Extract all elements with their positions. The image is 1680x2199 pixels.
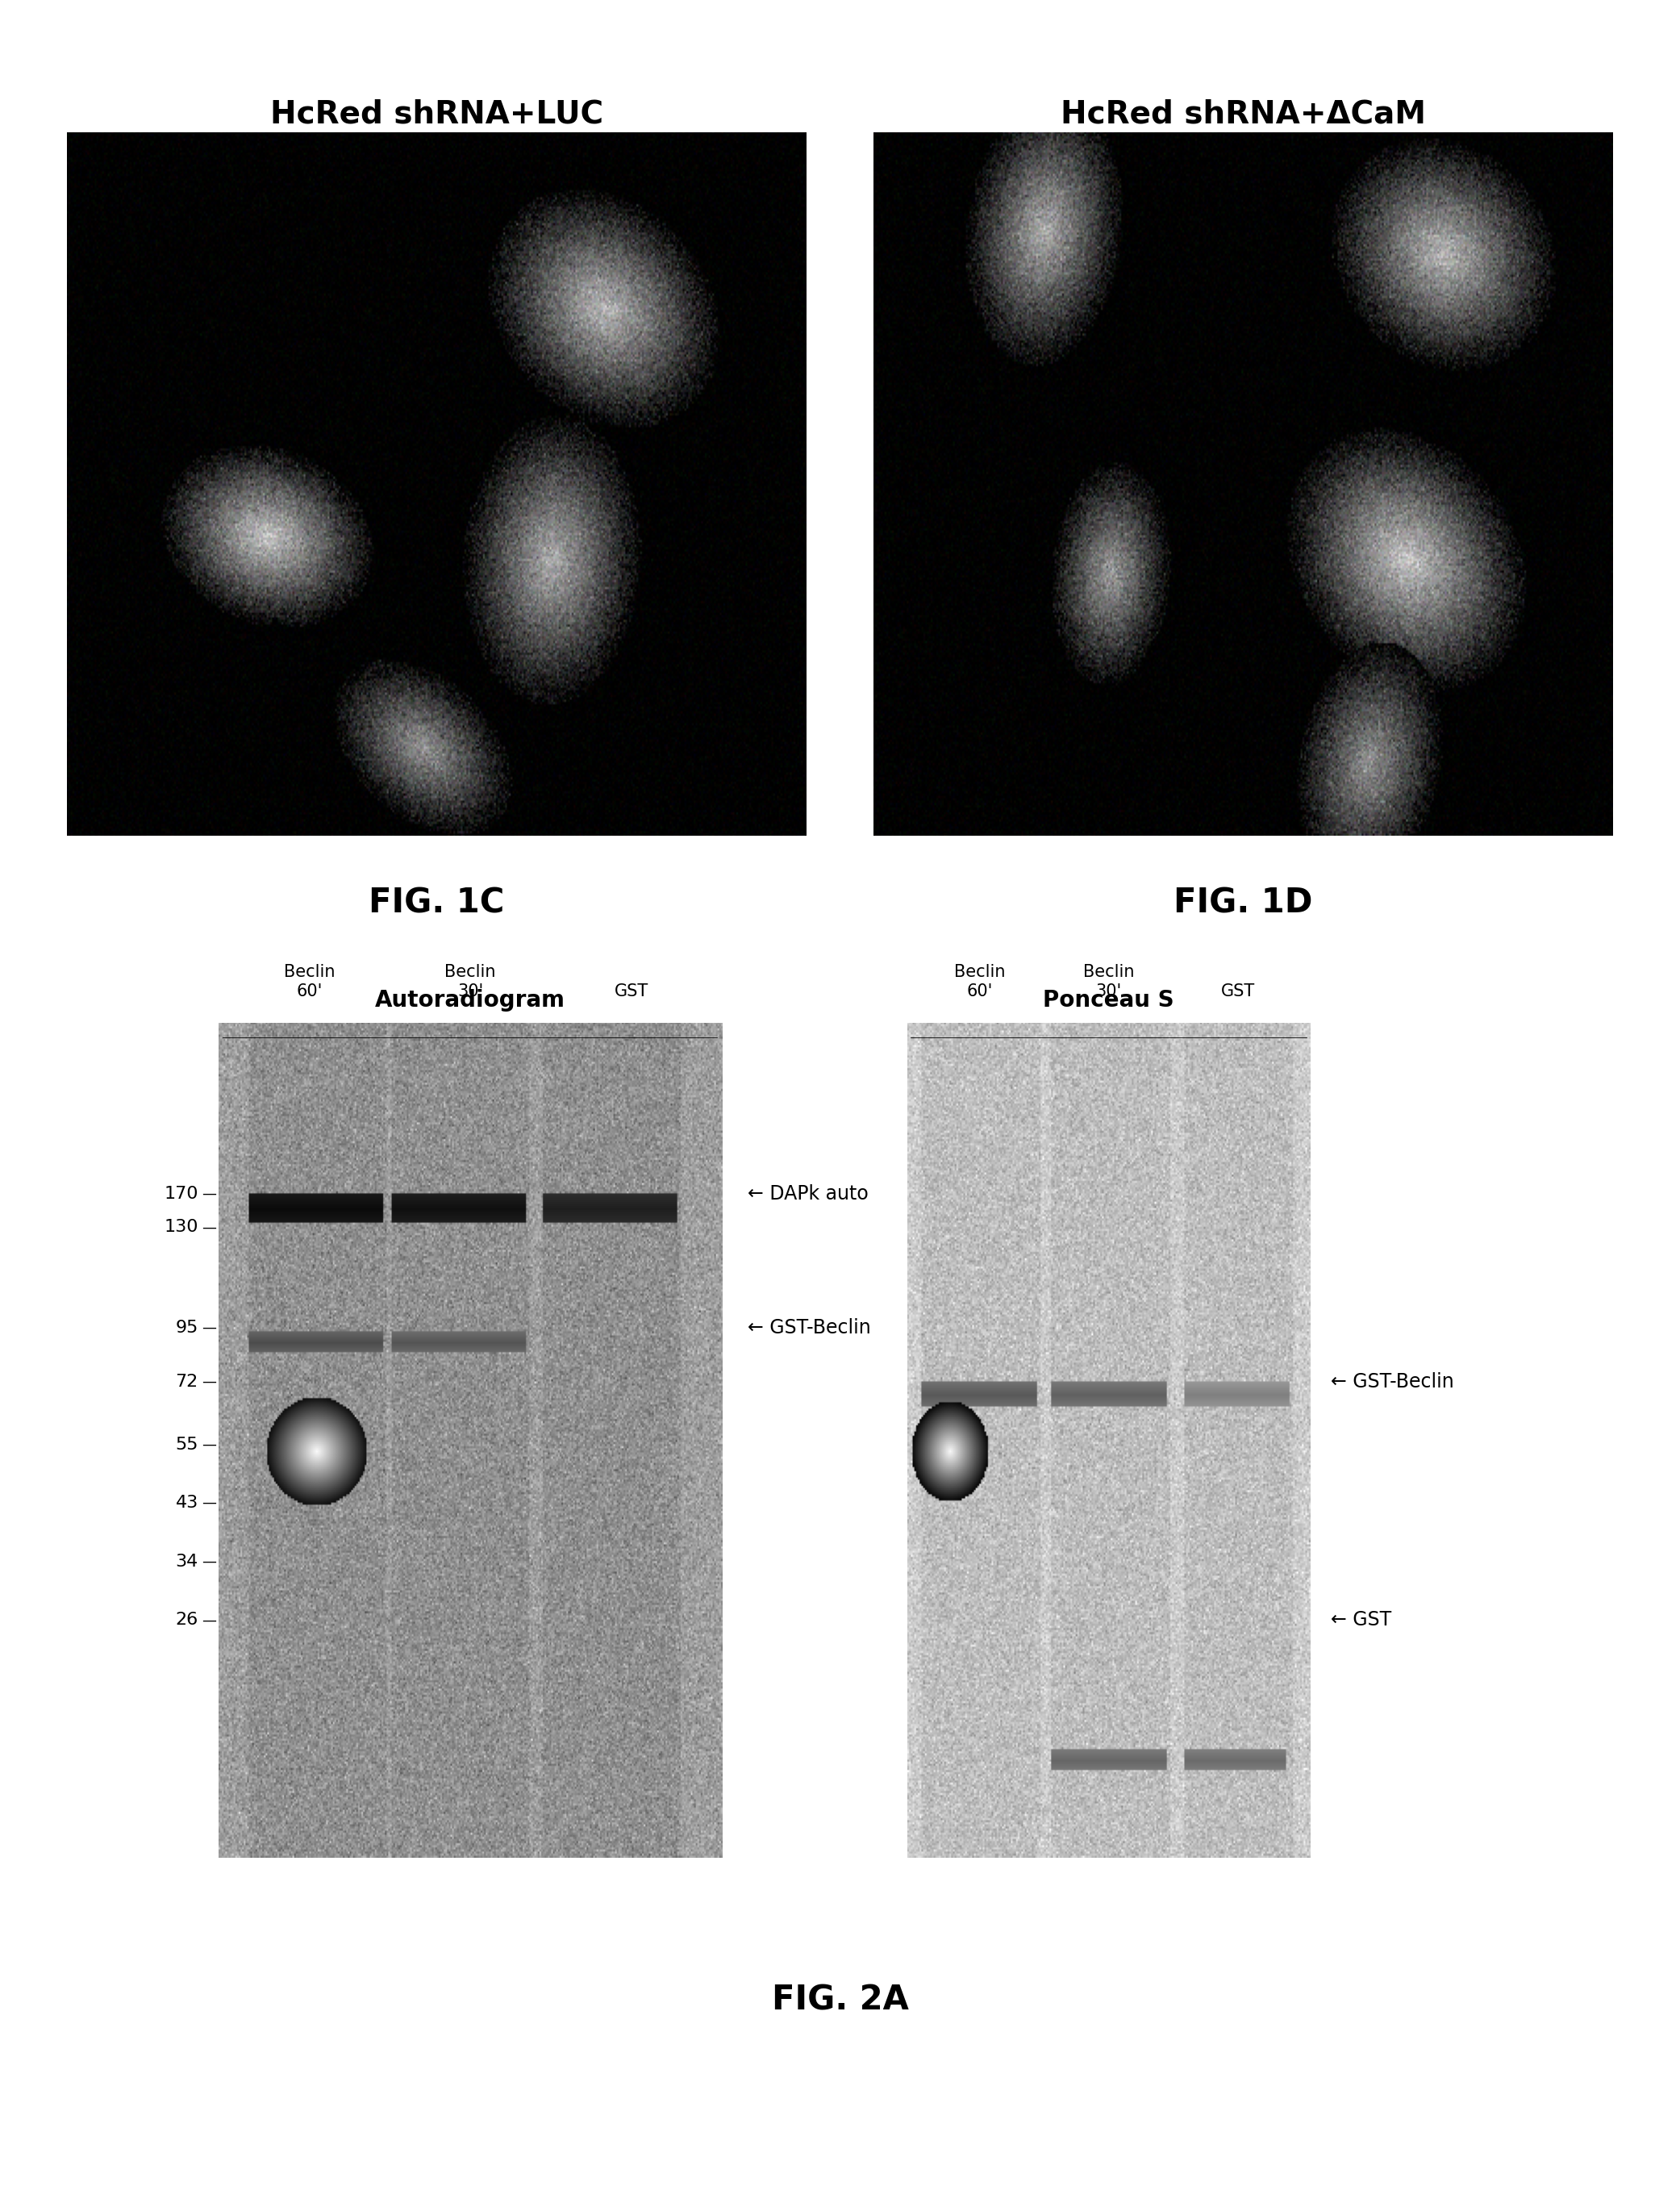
Text: 34: 34 (175, 1552, 198, 1570)
Text: 130: 130 (165, 1218, 198, 1236)
Title: Ponceau S: Ponceau S (1043, 990, 1174, 1012)
Text: ← GST-Beclin: ← GST-Beclin (748, 1317, 870, 1337)
Text: FIG. 1D: FIG. 1D (1174, 886, 1312, 919)
Text: GST: GST (615, 983, 648, 998)
Text: FIG. 1C: FIG. 1C (370, 886, 504, 919)
Text: —: — (202, 1495, 217, 1511)
Text: 95: 95 (175, 1319, 198, 1335)
Text: Beclin
60': Beclin 60' (284, 965, 334, 998)
Title: Autoradiogram: Autoradiogram (375, 990, 566, 1012)
Text: Beclin
60': Beclin 60' (954, 965, 1005, 998)
Text: 26: 26 (175, 1612, 198, 1627)
Text: 43: 43 (175, 1495, 198, 1511)
Text: Beclin
30': Beclin 30' (1084, 965, 1134, 998)
Title: HcRed shRNA+ΔCaM: HcRed shRNA+ΔCaM (1060, 99, 1426, 130)
Text: —: — (202, 1374, 217, 1390)
Text: —: — (202, 1187, 217, 1201)
Text: —: — (202, 1220, 217, 1234)
Text: FIG. 2A: FIG. 2A (771, 1983, 909, 2016)
Text: —: — (202, 1319, 217, 1335)
Title: HcRed shRNA+LUC: HcRed shRNA+LUC (270, 99, 603, 130)
Text: GST: GST (1221, 983, 1255, 998)
Text: ← DAPk auto: ← DAPk auto (748, 1183, 869, 1203)
Text: —: — (202, 1555, 217, 1568)
Text: 170: 170 (165, 1185, 198, 1203)
Text: —: — (202, 1438, 217, 1451)
Text: Beclin
30': Beclin 30' (445, 965, 496, 998)
Text: 72: 72 (175, 1374, 198, 1390)
Text: ← GST-Beclin: ← GST-Beclin (1331, 1372, 1453, 1392)
Text: 55: 55 (175, 1436, 198, 1454)
Text: ← GST: ← GST (1331, 1610, 1391, 1629)
Text: —: — (202, 1612, 217, 1627)
